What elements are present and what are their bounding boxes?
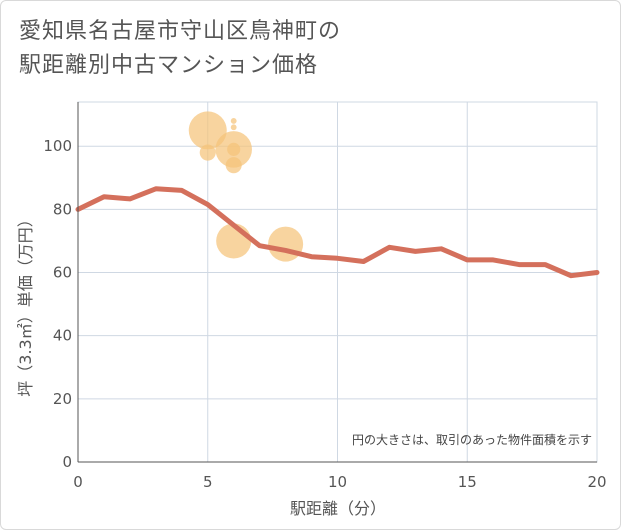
bubble-size-note: 円の大きさは、取引のあった物件面積を示す bbox=[352, 432, 592, 447]
bubble-3 bbox=[230, 124, 237, 131]
bubble-8 bbox=[268, 226, 304, 262]
y-tick-label-2: 40 bbox=[53, 327, 72, 345]
bubble-6 bbox=[225, 157, 242, 174]
x-tick-labels: 0 5 10 15 20 bbox=[73, 473, 606, 491]
line-layer bbox=[75, 186, 600, 279]
y-tick-label-1: 20 bbox=[53, 390, 72, 408]
bubble-layer bbox=[188, 111, 304, 262]
x-tick-label-4: 20 bbox=[587, 473, 606, 491]
chart-title-line1: 愛知県名古屋市守山区鳥神町の bbox=[19, 19, 342, 44]
chart-title: 愛知県名古屋市守山区鳥神町の 駅距離別中古マンション価格 bbox=[19, 15, 341, 83]
y-tick-label-4: 80 bbox=[53, 200, 72, 218]
bubble-7 bbox=[216, 223, 252, 259]
bubble-0 bbox=[188, 111, 227, 150]
bubble-2 bbox=[230, 118, 237, 124]
bubble-5 bbox=[227, 142, 241, 156]
x-tick-label-2: 10 bbox=[328, 473, 347, 491]
y-tick-label-3: 60 bbox=[53, 264, 72, 282]
chart-title-line2: 駅距離別中古マンション価格 bbox=[19, 53, 319, 78]
bubble-1 bbox=[199, 144, 216, 161]
y-tick-labels: 0 20 40 60 80 100 bbox=[43, 137, 72, 471]
y-axis-label: 坪（3.3㎡）単価（万円） bbox=[16, 211, 35, 396]
x-tick-label-3: 15 bbox=[458, 473, 477, 491]
x-tick-label-1: 5 bbox=[203, 473, 213, 491]
grid-lines bbox=[78, 102, 597, 462]
y-tick-label-0: 0 bbox=[62, 453, 72, 471]
series-line-average bbox=[75, 186, 600, 279]
x-axis-label: 駅距離（分） bbox=[290, 499, 386, 518]
x-tick-label-0: 0 bbox=[73, 473, 83, 491]
y-tick-label-5: 100 bbox=[43, 137, 72, 155]
